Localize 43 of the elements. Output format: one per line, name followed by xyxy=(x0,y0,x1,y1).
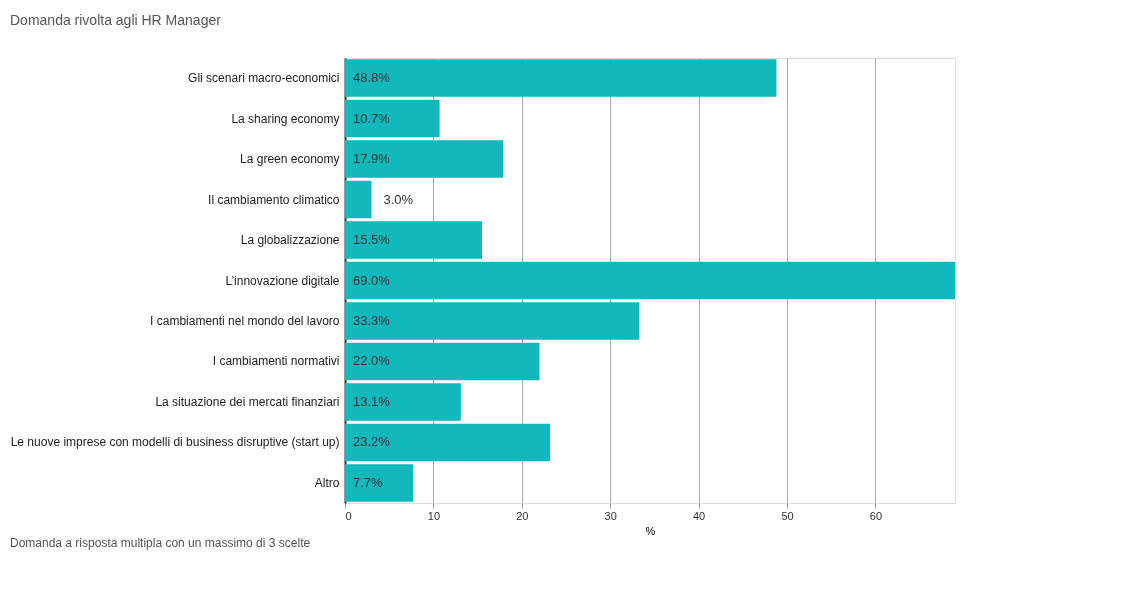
y-tick-label: Gli scenari macro-economici xyxy=(188,71,340,86)
y-tick-label: La globalizzazione xyxy=(240,233,340,248)
data-label: 17.9% xyxy=(353,151,391,167)
data-label: 7.7% xyxy=(353,474,384,490)
y-tick-label: La situazione dei mercati finanziari xyxy=(155,394,340,409)
y-tick-label: I cambiamenti normativi xyxy=(212,354,340,369)
data-label: 10.7% xyxy=(353,110,391,126)
x-tick-label: 40 xyxy=(693,509,706,522)
text: Domanda a risposta multipla con un massimo di 3 scelte xyxy=(10,536,311,550)
bar xyxy=(345,59,777,97)
bar xyxy=(345,140,504,178)
bar xyxy=(345,261,955,300)
bar xyxy=(345,464,414,502)
bar xyxy=(345,180,372,219)
bar xyxy=(345,302,640,340)
x-tick-label: 50 xyxy=(781,509,794,522)
bar xyxy=(345,423,551,462)
data-label: 23.2% xyxy=(353,434,391,450)
bar xyxy=(345,221,483,259)
y-tick-label: La sharing economy xyxy=(231,111,340,126)
text: Domanda rivolta agli HR Manager xyxy=(10,12,222,28)
data-label: 22.0% xyxy=(353,353,391,369)
data-label: 48.8% xyxy=(353,70,391,86)
y-tick-label: I cambiamenti nel mondo del lavoro xyxy=(150,313,340,328)
x-tick-label: 20 xyxy=(516,509,529,522)
data-label: 3.0% xyxy=(383,191,414,207)
x-tick-label: 30 xyxy=(604,509,617,522)
x-tick-label: 60 xyxy=(869,509,883,522)
x-axis-title: % xyxy=(645,524,656,537)
y-tick-label: Le nuove imprese con modelli di business disruptive (start up) xyxy=(10,435,340,450)
data-label: 13.1% xyxy=(353,393,391,409)
y-tick-label: L’innovazione digitale xyxy=(225,273,340,288)
data-label: 15.5% xyxy=(353,232,391,248)
y-tick-label: Il cambiamento climatico xyxy=(208,192,340,207)
bar xyxy=(345,383,461,421)
x-tick-label: 0 xyxy=(345,509,352,522)
bar xyxy=(345,342,540,381)
y-tick-label: Altro xyxy=(314,475,340,490)
data-label: 69.0% xyxy=(353,272,391,288)
x-tick-label: 10 xyxy=(427,509,441,522)
data-label: 33.3% xyxy=(353,312,391,328)
y-tick-label: La green economy xyxy=(240,152,340,167)
bar xyxy=(345,99,440,138)
